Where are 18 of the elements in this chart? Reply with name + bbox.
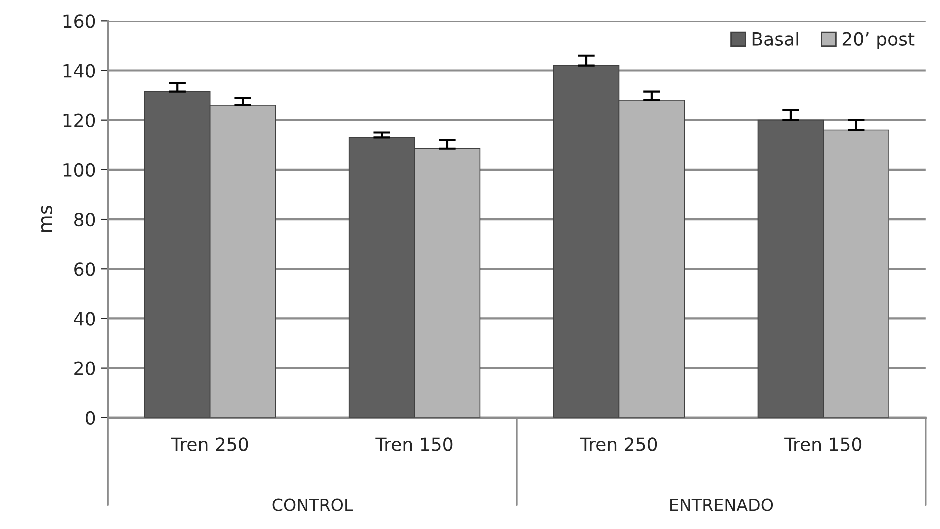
y-tick-label: 60	[74, 262, 96, 276]
y-tick-label: 100	[64, 163, 96, 178]
x-tick-label: Tren 250	[580, 438, 658, 452]
legend-label: Basal	[752, 32, 798, 46]
x-tick-label: Tren 250	[171, 438, 248, 452]
y-tick-label: 0	[86, 411, 96, 426]
y-tick-label: 140	[64, 64, 96, 78]
text: ENTRENADO	[670, 498, 774, 512]
y-tick-label: 80	[74, 212, 96, 227]
x-tick-label: Tren 150	[784, 438, 862, 452]
text: CONTROL	[272, 498, 354, 512]
y-axis-title: ms	[41, 206, 53, 232]
y-tick-label: 20	[74, 362, 96, 376]
y-tick-label: 160	[64, 14, 96, 28]
y-tick-label: 40	[74, 312, 96, 326]
y-tick-label: 120	[64, 114, 96, 128]
x-tick-label: Tren 150	[376, 438, 453, 452]
legend-label: 20’ post	[842, 32, 915, 50]
